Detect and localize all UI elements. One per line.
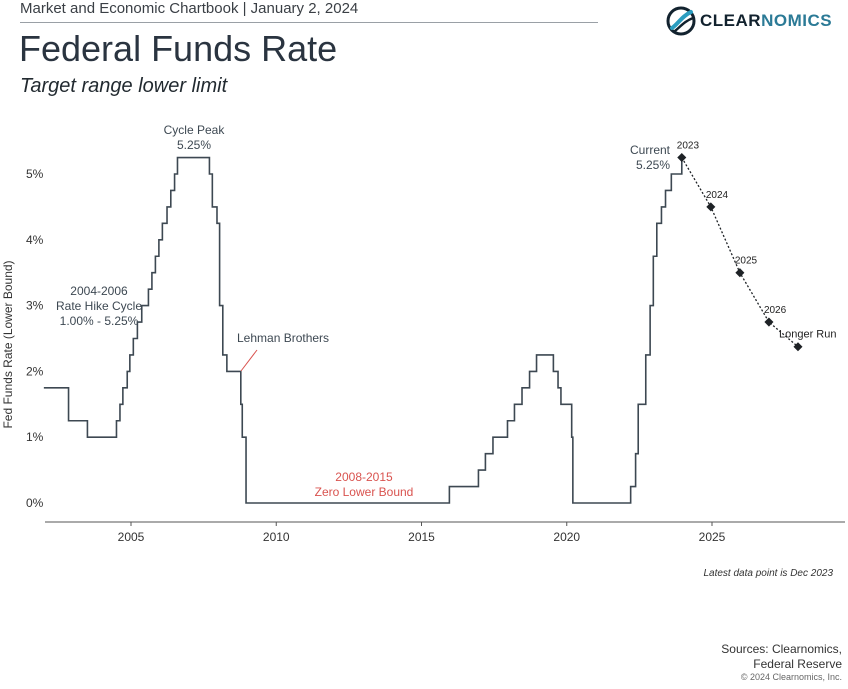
x-tick-label: 2020 [553,530,580,544]
projection-label: 2024 [706,190,729,201]
y-tick-label: 1% [26,430,44,444]
projection-point [706,202,716,212]
y-tick-label: 4% [26,233,44,247]
chartbook-header: Market and Economic Chartbook | January … [20,0,359,17]
annotation-zero-bound: Zero Lower Bound [315,485,414,499]
annotation-hike-cycle: 1.00% - 5.25% [60,314,139,328]
projection-label: Longer Run [779,329,837,341]
y-tick-label: 2% [26,364,44,378]
lehman-pointer [240,349,258,372]
annotation-current: Current [630,143,671,157]
logo-text-light: NOMICS [761,11,833,30]
projection-label: 2025 [735,256,758,267]
page-subtitle: Target range lower limit [20,75,228,97]
historical-rate-line [43,156,683,504]
projection-point [793,342,803,352]
y-tick-label: 5% [26,167,44,181]
logo-text-strong: CLEAR [700,11,762,30]
copyright: © 2024 Clearnomics, Inc. [740,672,842,682]
sources: Sources: Clearnomics, Federal Reserve [721,642,842,672]
page-title: Federal Funds Rate [19,28,338,69]
clearnomics-swoosh-icon [666,6,696,36]
projection-point [764,317,774,327]
annotation-hike-cycle: 2004-2006 [70,284,128,298]
annotation-cycle-peak: 5.25% [177,138,211,152]
sources-line-1: Sources: Clearnomics, [721,642,842,656]
annotation-hike-cycle: Rate Hike Cycle [56,299,142,313]
clearnomics-logo: CLEARNOMICS [666,6,832,36]
annotation-lehman: Lehman Brothers [237,331,329,345]
annotation-zero-bound: 2008-2015 [335,470,393,484]
y-tick-label: 0% [26,496,44,510]
projection-point [677,153,687,163]
footnote: Latest data point is Dec 2023 [703,568,833,579]
header-rule [20,22,598,23]
projection-label: 2026 [764,305,787,316]
x-tick-label: 2010 [263,530,290,544]
projection-line [681,157,799,348]
x-tick-label: 2015 [408,530,435,544]
annotation-cycle-peak: Cycle Peak [164,123,226,137]
sources-line-2: Federal Reserve [753,657,842,671]
y-axis-label: Fed Funds Rate (Lower Bound) [1,260,15,428]
projection-point [735,268,745,278]
annotation-current: 5.25% [636,158,670,172]
projection-label: 2023 [677,141,700,152]
x-tick-label: 2025 [699,530,726,544]
x-tick-label: 2005 [118,530,145,544]
y-tick-label: 3% [26,299,44,313]
